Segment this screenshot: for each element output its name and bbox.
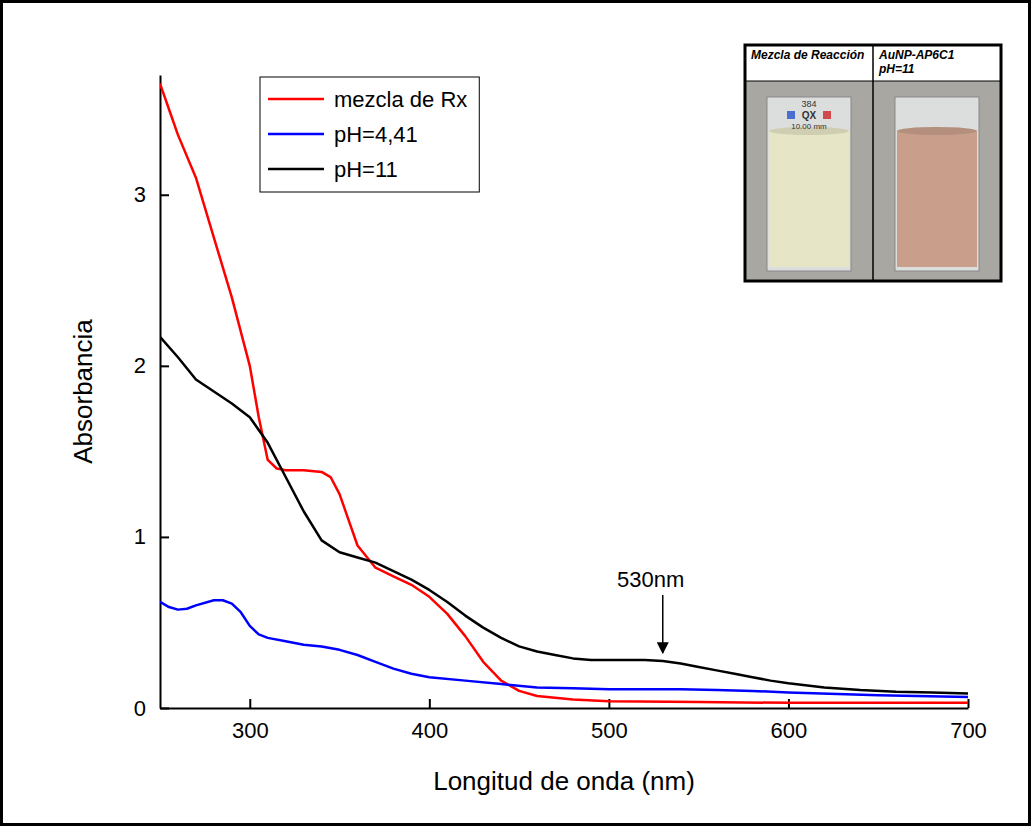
inset-background [745, 45, 1001, 281]
x-axis-title: Longitud de onda (nm) [433, 766, 695, 796]
inset-divider [872, 45, 874, 281]
y-tick-label: 2 [134, 353, 146, 378]
x-tick: 700 [950, 699, 987, 743]
inset: Mezcla de Reacción 384QX10.00 mm AuNP-AP6C… [745, 45, 1001, 281]
y-tick-label: 1 [134, 524, 146, 549]
x-tick-label: 700 [950, 718, 987, 743]
x-axis-line [161, 708, 969, 710]
figure-frame [2, 2, 1030, 825]
cuvette-print-square [823, 111, 831, 119]
y-tick-mark [160, 365, 169, 367]
x-tick-mark [429, 699, 431, 708]
chart: 300 400 500 600 700 0 1 2 3 Longitud de onda (nm)… [0, 0, 1031, 826]
legend: mezcla de Rx pH=4,41 pH=11 [260, 77, 479, 192]
y-tick-mark [160, 708, 169, 710]
series-line [160, 600, 968, 697]
legend-swatch [268, 133, 324, 136]
y-axis-title: Absorbancia [68, 319, 98, 464]
y-tick: 2 [134, 353, 169, 378]
cuvette-print-square [787, 111, 795, 119]
x-tick: 300 [232, 699, 269, 743]
y-axis-line [160, 76, 162, 709]
x-tick: 400 [411, 699, 448, 743]
cuvette-liquid [769, 131, 849, 267]
legend-label: mezcla de Rx [334, 87, 467, 112]
legend-label: pH=4,41 [334, 122, 418, 147]
cuvette-print: QX [802, 110, 817, 121]
cuvette-glass [895, 97, 979, 271]
x-tick-label: 300 [232, 718, 269, 743]
x-tick-label: 600 [771, 718, 808, 743]
inset-title: Mezcla de Reacción [751, 48, 864, 62]
legend-swatch [268, 168, 324, 171]
inset-title: AuNP-AP6C1pH=11 [878, 48, 955, 76]
x-tick: 500 [591, 699, 628, 743]
y-tick-mark [160, 536, 169, 538]
x-tick-mark [249, 699, 251, 708]
y-tick-label: 0 [134, 696, 146, 721]
legend-swatch [268, 98, 324, 101]
series-line [160, 337, 968, 694]
annotation: 530nm [617, 567, 684, 653]
cuvette-print: 384 [801, 99, 816, 109]
y-axis: 0 1 2 3 [134, 76, 169, 721]
y-tick: 0 [134, 696, 169, 721]
x-tick: 600 [771, 699, 808, 743]
annotation-text: 530nm [617, 567, 684, 592]
x-axis: 300 400 500 600 700 [161, 699, 987, 743]
x-tick-label: 400 [411, 718, 448, 743]
inset-frame [745, 45, 1001, 281]
cuvette-glass [767, 97, 851, 271]
annotation-arrow [662, 595, 664, 653]
inset-header-rule [745, 81, 1001, 82]
y-tick: 3 [134, 182, 169, 207]
cuvette-liquid [897, 131, 977, 267]
x-tick-label: 500 [591, 718, 628, 743]
y-tick-mark [160, 194, 169, 196]
y-tick: 1 [134, 524, 169, 549]
cuvette-meniscus [897, 127, 977, 135]
y-tick-label: 3 [134, 182, 146, 207]
cuvette-print: 10.00 mm [791, 122, 827, 131]
legend-box [260, 77, 479, 192]
legend-label: pH=11 [334, 157, 398, 182]
